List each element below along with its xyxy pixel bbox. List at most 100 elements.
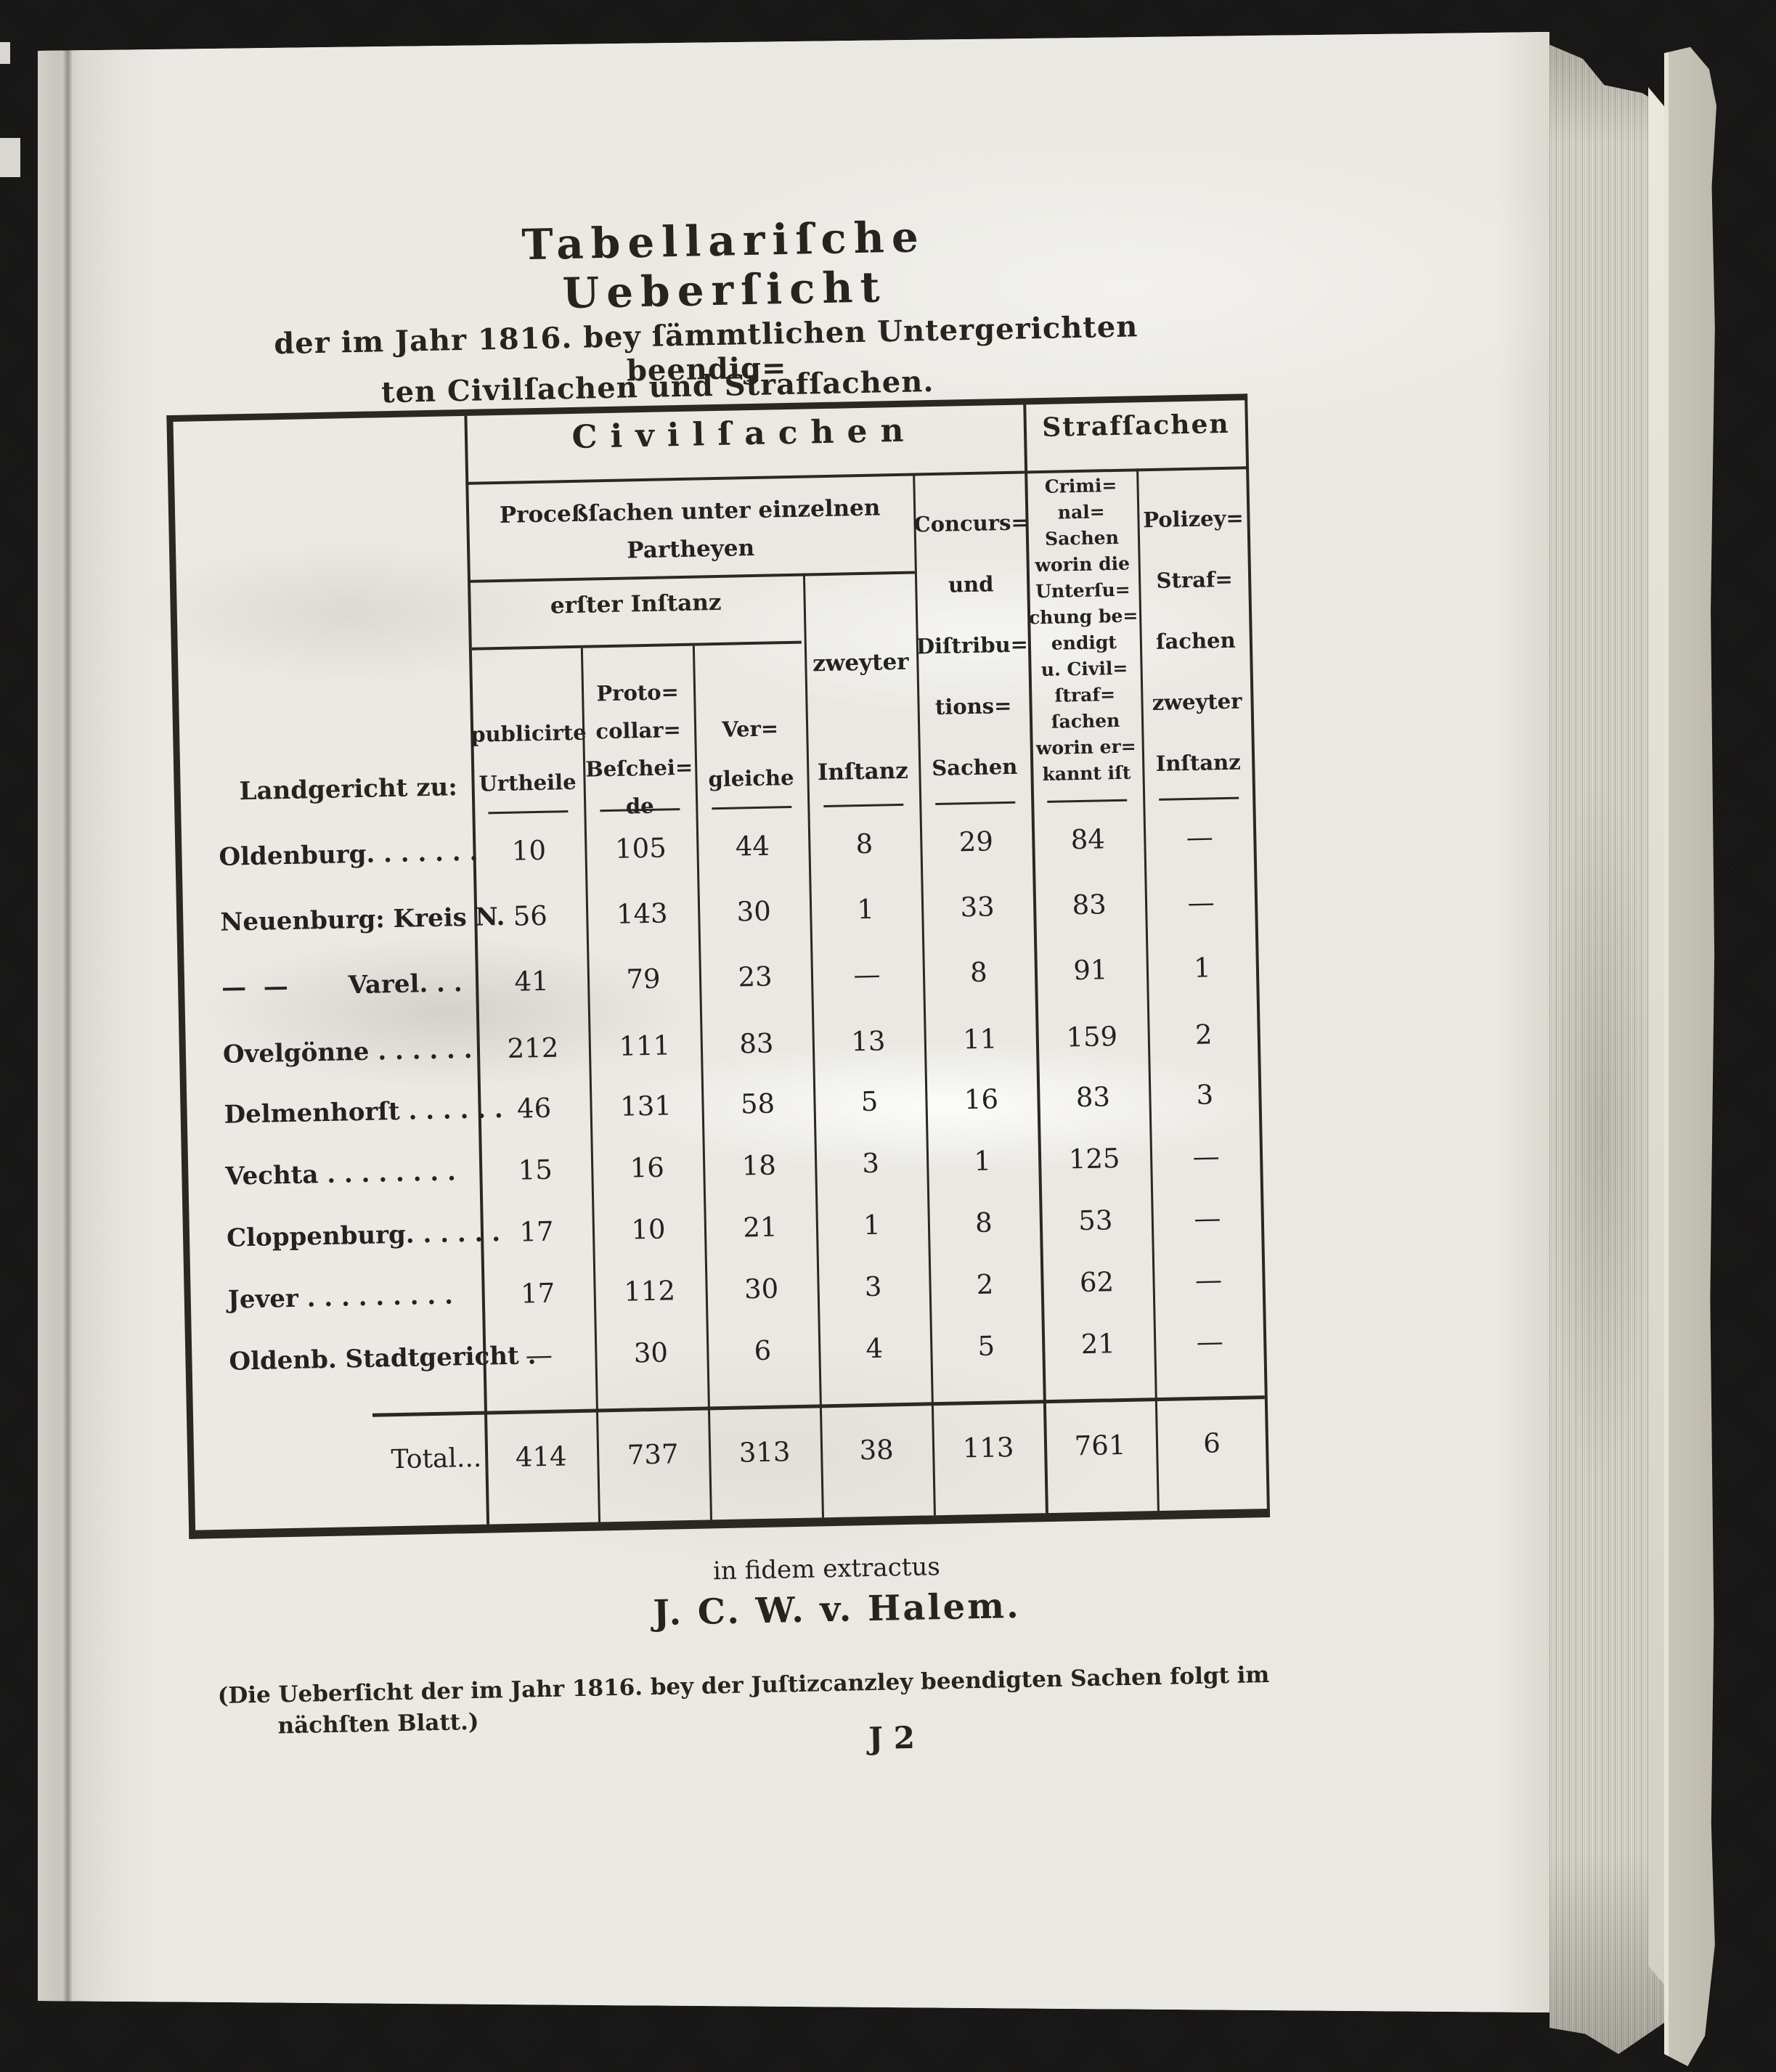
cell-value: —: [853, 958, 881, 991]
cell-value: —: [1196, 1326, 1224, 1358]
header-dash: [488, 810, 569, 815]
cell-value: 8: [974, 1207, 993, 1239]
cell-value: —: [1186, 821, 1214, 854]
cell-value: 6: [754, 1334, 772, 1367]
cell-value: 10: [631, 1213, 666, 1246]
table-row: Oldenburg. . . . . . . 10 105 44 8 29 84…: [175, 815, 1257, 880]
gutter-crease: [62, 32, 73, 2012]
header-protocollar-bescheide: Proto= collar= Beſchei= de: [584, 680, 693, 819]
footnote-line2: nächſten Blatt.): [277, 1708, 479, 1739]
table-row: Delmenhorſt . . . . . . 46 131 58 5 16 8…: [180, 1072, 1262, 1138]
cell-value: 113: [962, 1432, 1014, 1464]
header-criminalsachen: Crimi= nal= Sachen worin die Unterſu= ch…: [1028, 474, 1138, 786]
cell-value: 313: [738, 1436, 791, 1469]
header-rule: [471, 640, 802, 650]
table-rule-bottom: [189, 1508, 1271, 1539]
header-erster-instanz: erſter Inſtanz: [550, 589, 722, 619]
cell-value: 91: [1072, 954, 1108, 987]
cell-value: 1: [863, 1209, 881, 1241]
cell-value: 38: [859, 1434, 895, 1467]
table-row: Vechta . . . . . . . . 15 16 18 3 1 125 …: [182, 1134, 1263, 1199]
cell-value: —: [525, 1339, 553, 1371]
cell-value: 105: [614, 832, 667, 865]
cell-value: 1: [973, 1145, 992, 1178]
cell-value: 13: [850, 1025, 886, 1058]
cell-value: 44: [735, 830, 770, 862]
cell-value: 143: [616, 897, 668, 930]
header-vergleiche: Ver= gleiche: [708, 716, 794, 792]
total-label: Total...: [391, 1443, 482, 1475]
row-label: Ovelgönne . . . . . .: [222, 1035, 473, 1069]
cell-value: 1: [856, 893, 875, 926]
row-label: Neuenburg: Kreis N.: [219, 902, 505, 937]
cell-value: 16: [630, 1151, 665, 1184]
cell-value: —: [1192, 1141, 1221, 1172]
cell-value: 18: [741, 1149, 777, 1182]
cell-value: 6: [1202, 1427, 1221, 1459]
table-row: Cloppenburg. . . . . . 17 10 21 1 8 53 —: [183, 1196, 1265, 1261]
cell-value: 83: [738, 1027, 774, 1060]
fore-edge-highlight: [1648, 87, 1664, 1985]
header-concurs: Concurs= und Diſtribu= tions= Sachen: [913, 510, 1030, 781]
cell-value: 41: [514, 965, 550, 998]
cell-value: 3: [861, 1147, 880, 1180]
cell-value: 414: [515, 1440, 567, 1473]
cell-value: 3: [864, 1270, 882, 1303]
cell-value: 30: [633, 1337, 669, 1369]
cell-value: 16: [964, 1083, 999, 1116]
cell-value: 111: [619, 1029, 671, 1062]
sheet-mark: J 2: [868, 1719, 916, 1757]
header-rule: [467, 571, 915, 583]
page-title: Tabellariſche Ueberſicht: [521, 212, 926, 319]
header-zweyter-instanz: zweyter Inſtanz: [812, 648, 909, 786]
cell-value: 212: [507, 1032, 559, 1064]
cell-value: 4: [865, 1332, 884, 1365]
table-total-row: Total... 414 737 313 38 113 761 6: [187, 1421, 1269, 1486]
header-processsachen: Proceßſachen unter einzelnen Partheyen: [499, 494, 881, 564]
group-header-criminal: Strafſachen: [1041, 408, 1230, 443]
attestation-line: in fidem extractus: [712, 1552, 941, 1586]
page-edge-notch: [0, 42, 10, 64]
cell-value: 83: [1075, 1081, 1111, 1114]
cell-value: 17: [519, 1215, 554, 1248]
page-edge-notch: [0, 138, 20, 177]
cell-value: 761: [1074, 1429, 1126, 1462]
cell-value: 17: [520, 1277, 555, 1310]
cell-value: 5: [977, 1330, 995, 1362]
cell-value: 737: [627, 1438, 679, 1471]
cell-value: 5: [860, 1085, 879, 1118]
cell-value: 1: [1193, 952, 1212, 984]
cell-value: —: [1193, 1202, 1221, 1234]
cell-value: 11: [962, 1023, 998, 1056]
header-dash: [935, 801, 1016, 806]
total-rule: [372, 1395, 1265, 1417]
footnote-line1: (Die Ueberſicht der im Jahr 1816. bey de…: [217, 1662, 1270, 1710]
cell-value: 159: [1066, 1021, 1118, 1053]
cell-value: 21: [742, 1211, 778, 1244]
table-row: Neuenburg: Kreis N. 56 143 30 1 33 83 —: [176, 880, 1258, 945]
cell-value: 62: [1079, 1266, 1115, 1299]
cell-value: 15: [518, 1154, 553, 1186]
row-label: Cloppenburg. . . . . .: [226, 1218, 501, 1253]
header-dash: [1047, 799, 1128, 803]
cell-value: 131: [619, 1090, 672, 1122]
table-row: Jever . . . . . . . . . 17 112 30 3 2 62…: [184, 1257, 1266, 1323]
cell-value: 8: [855, 828, 873, 860]
cell-value: 125: [1068, 1143, 1120, 1175]
row-label: Vechta . . . . . . . .: [224, 1157, 457, 1191]
cell-value: —: [1187, 886, 1215, 919]
cell-value: —: [1194, 1264, 1223, 1296]
cell-value: 2: [1194, 1019, 1213, 1051]
row-label: — — Varel. . .: [221, 968, 463, 1003]
cell-value: 83: [1072, 889, 1107, 921]
header-polizey: Polizey= Straf= ſachen zweyter Inſtanz: [1142, 505, 1245, 776]
cell-value: 46: [516, 1092, 552, 1125]
group-header-civil: Civilſachen: [571, 412, 917, 456]
book-page: Tabellariſche Ueberſicht der im Jahr 181…: [38, 32, 1549, 2012]
row-label: Jever . . . . . . . . .: [227, 1281, 454, 1315]
printed-content: Tabellariſche Ueberſicht der im Jahr 181…: [38, 32, 1549, 2012]
row-group-header: Landgericht zu:: [239, 772, 458, 807]
signature: J. C. W. v. Halem.: [652, 1585, 1022, 1634]
header-dash: [712, 805, 792, 810]
